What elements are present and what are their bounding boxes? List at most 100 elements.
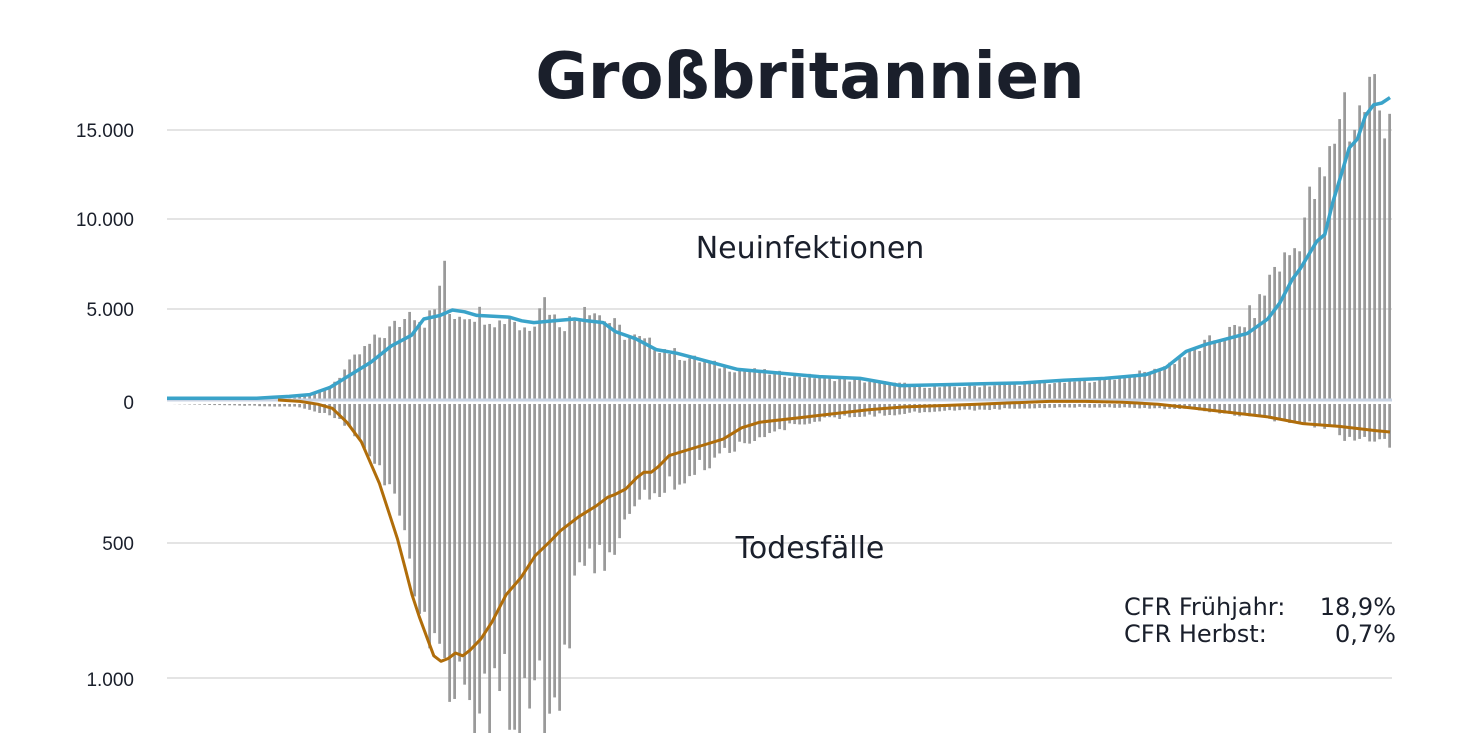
infection-bar <box>543 297 546 400</box>
infection-bar <box>778 370 781 400</box>
infection-bar <box>628 335 631 400</box>
deaths-average-line <box>277 398 1391 663</box>
infection-bar <box>783 376 786 400</box>
death-bar <box>918 404 921 413</box>
infection-bar <box>748 370 751 400</box>
death-bar <box>328 404 331 416</box>
infection-bar <box>383 338 386 400</box>
death-bar <box>723 404 726 448</box>
infection-bar <box>603 321 606 400</box>
infection-bar <box>1303 217 1306 400</box>
infection-bar <box>1253 318 1256 400</box>
death-bar <box>378 404 381 466</box>
infection-bar <box>488 323 491 400</box>
death-bar <box>1313 404 1316 428</box>
infection-bar <box>1228 326 1231 400</box>
infection-bar <box>623 339 626 400</box>
death-bar <box>513 404 516 730</box>
infection-bar <box>828 376 831 400</box>
infection-bar <box>1068 379 1071 400</box>
infection-bar <box>1043 382 1046 400</box>
death-bar <box>1363 404 1366 437</box>
infection-bar <box>703 361 706 400</box>
death-bar <box>1203 404 1206 412</box>
death-bar <box>1163 404 1166 410</box>
infection-bar <box>373 334 376 400</box>
infection-bar <box>808 373 811 400</box>
infection-bar <box>1018 385 1021 400</box>
death-bar <box>533 404 536 681</box>
death-bar <box>603 404 606 571</box>
infection-bar <box>1248 305 1251 400</box>
infection-bar <box>1163 366 1166 400</box>
infection-bar <box>913 385 916 400</box>
death-bar <box>1208 404 1211 413</box>
infection-bar <box>518 330 521 400</box>
death-bar <box>908 404 911 413</box>
death-bar <box>1123 404 1126 408</box>
death-bar <box>1288 404 1291 423</box>
infection-bar <box>1113 379 1116 400</box>
infection-bar <box>658 352 661 400</box>
death-bar <box>1348 404 1351 437</box>
infection-bar <box>298 396 301 400</box>
death-bar <box>503 404 506 654</box>
infection-bar <box>388 326 391 400</box>
death-bar <box>423 404 426 612</box>
infection-bar <box>523 327 526 400</box>
infection-bar <box>368 343 371 400</box>
death-bar <box>578 404 581 563</box>
infection-bar <box>1153 368 1156 400</box>
death-bar <box>558 404 561 711</box>
infection-bar <box>1278 271 1281 400</box>
death-bar <box>963 404 966 410</box>
death-bar <box>1143 404 1146 408</box>
infection-bar <box>1038 383 1041 400</box>
deaths-label: Todesfälle <box>735 531 885 566</box>
infection-bar <box>738 369 741 400</box>
death-bar <box>1078 404 1081 407</box>
infection-bar <box>793 373 796 400</box>
infection-bar <box>588 315 591 400</box>
infection-bar <box>1048 384 1051 400</box>
death-bar <box>788 404 791 424</box>
infection-bar <box>583 306 586 400</box>
infection-bar <box>668 353 671 400</box>
death-bar <box>213 404 216 406</box>
infection-bar <box>943 385 946 400</box>
death-bar <box>1358 404 1361 439</box>
infection-bar <box>493 327 496 400</box>
infection-bar <box>348 359 351 400</box>
death-bar <box>358 404 361 439</box>
death-bar <box>253 404 256 406</box>
infection-bar <box>938 387 941 400</box>
death-bar <box>903 404 906 414</box>
tick-label-15000: 15.000 <box>76 121 134 142</box>
infection-bar <box>1333 143 1336 400</box>
death-bar <box>1353 404 1356 441</box>
death-bar <box>988 404 991 411</box>
death-bar <box>508 404 511 730</box>
infection-bar <box>1173 364 1176 400</box>
death-bar <box>338 404 341 419</box>
death-bar <box>1303 404 1306 425</box>
infection-bar <box>698 362 701 400</box>
death-bar <box>698 404 701 460</box>
death-bar <box>233 404 236 406</box>
death-bar <box>803 404 806 425</box>
infection-bar <box>463 319 466 400</box>
infection-bar <box>1288 255 1291 400</box>
infection-bar <box>633 334 636 400</box>
death-bar <box>758 404 761 438</box>
infection-bar <box>968 384 971 400</box>
death-bar <box>1258 404 1261 417</box>
infection-bar <box>438 285 441 400</box>
infection-bar <box>1313 198 1316 400</box>
infection-bar <box>1363 112 1366 400</box>
infection-bar <box>713 360 716 400</box>
infection-bar <box>333 381 336 400</box>
infection-bar <box>303 396 306 400</box>
infection-bar <box>1353 129 1356 400</box>
infection-bar <box>873 380 876 400</box>
